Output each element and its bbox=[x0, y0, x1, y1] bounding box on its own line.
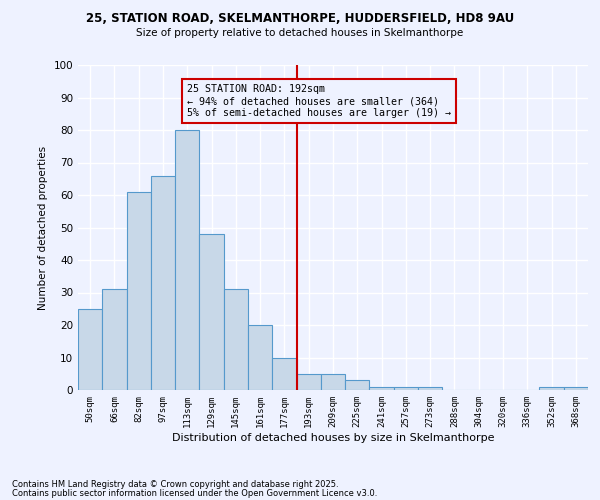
Bar bbox=[418, 387, 442, 390]
Bar bbox=[394, 387, 418, 390]
Bar bbox=[345, 380, 370, 390]
Text: 25 STATION ROAD: 192sqm
← 94% of detached houses are smaller (364)
5% of semi-de: 25 STATION ROAD: 192sqm ← 94% of detache… bbox=[187, 84, 451, 117]
Bar bbox=[78, 308, 102, 390]
Bar bbox=[127, 192, 151, 390]
Text: Contains HM Land Registry data © Crown copyright and database right 2025.: Contains HM Land Registry data © Crown c… bbox=[12, 480, 338, 489]
Bar bbox=[564, 387, 588, 390]
Bar bbox=[102, 289, 127, 390]
Bar bbox=[224, 289, 248, 390]
Text: 25, STATION ROAD, SKELMANTHORPE, HUDDERSFIELD, HD8 9AU: 25, STATION ROAD, SKELMANTHORPE, HUDDERS… bbox=[86, 12, 514, 26]
Bar bbox=[175, 130, 199, 390]
Bar bbox=[539, 387, 564, 390]
Bar bbox=[370, 387, 394, 390]
Text: Size of property relative to detached houses in Skelmanthorpe: Size of property relative to detached ho… bbox=[136, 28, 464, 38]
Bar bbox=[248, 325, 272, 390]
Text: Contains public sector information licensed under the Open Government Licence v3: Contains public sector information licen… bbox=[12, 488, 377, 498]
Y-axis label: Number of detached properties: Number of detached properties bbox=[38, 146, 48, 310]
X-axis label: Distribution of detached houses by size in Skelmanthorpe: Distribution of detached houses by size … bbox=[172, 432, 494, 442]
Bar bbox=[321, 374, 345, 390]
Bar bbox=[296, 374, 321, 390]
Bar bbox=[199, 234, 224, 390]
Bar bbox=[272, 358, 296, 390]
Bar bbox=[151, 176, 175, 390]
